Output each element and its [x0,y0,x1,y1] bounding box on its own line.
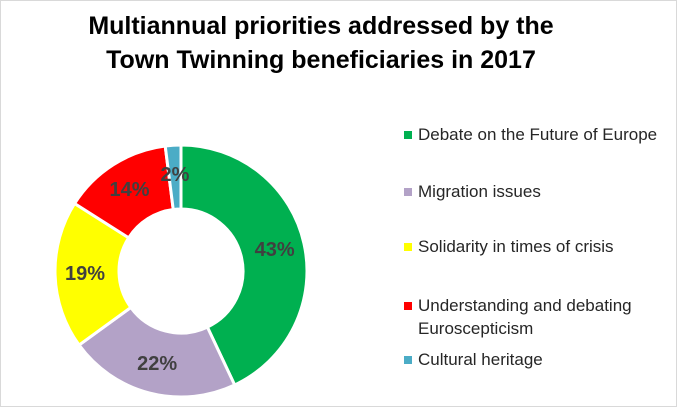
data-label-migration-issues: 22% [137,353,177,375]
legend-item-cultural-heritage: Cultural heritage [404,348,668,371]
donut-slice-debate-on-the-future-of-europe [179,143,309,388]
legend-marker-debate-future-europe [404,131,412,139]
chart-title-line-1: Multiannual priorities addressed by the [88,12,554,40]
chart-title: Multiannual priorities addressed by the … [41,9,601,77]
chart-title-line-2: Town Twinning beneficiaries in 2017 [106,46,536,74]
legend-marker-cultural-heritage [404,356,412,364]
legend-item-euroscepticism: Understanding and debating Euroscepticis… [404,294,668,340]
data-label-cultural-heritage: 2% [161,164,190,186]
data-label-understanding-and-debating-euroscepticism: 14% [110,179,150,201]
legend-item-solidarity-crisis: Solidarity in times of crisis [404,235,668,258]
donut-slice-cultural-heritage [163,143,183,212]
legend-marker-solidarity-crisis [404,243,412,251]
legend-marker-euroscepticism [404,302,412,310]
legend-label-cultural-heritage: Cultural heritage [418,350,543,369]
legend-marker-migration-issues [404,188,412,196]
legend-item-debate-future-europe: Debate on the Future of Europe [404,123,668,146]
legend-label-solidarity-crisis: Solidarity in times of crisis [418,237,614,256]
legend-label-debate-future-europe: Debate on the Future of Europe [418,125,658,144]
data-label-solidarity-in-times-of-crisis: 19% [65,263,105,285]
legend-label-euroscepticism: Understanding and debating Euroscepticis… [418,296,632,338]
legend-item-migration-issues: Migration issues [404,180,668,203]
legend-label-migration-issues: Migration issues [418,182,541,201]
data-label-debate-on-the-future-of-europe: 43% [255,239,295,261]
donut-slice-migration-issues [76,305,237,399]
donut-slice-solidarity-in-times-of-crisis [53,201,133,348]
